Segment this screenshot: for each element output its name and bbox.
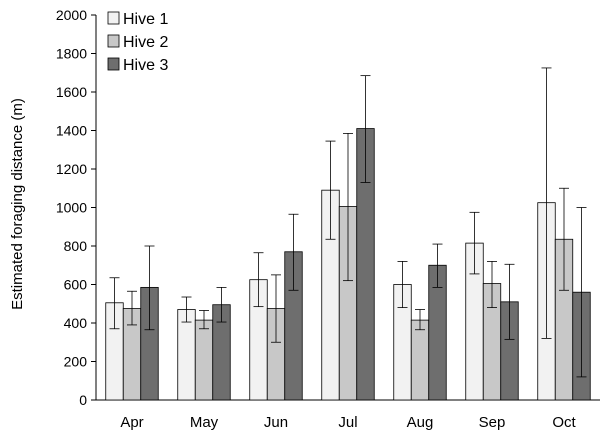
x-category-label: Oct [552, 414, 576, 431]
y-axis-title: Estimated foraging distance (m) [9, 98, 26, 310]
legend-label: Hive 2 [123, 34, 168, 51]
legend-label: Hive 1 [123, 11, 168, 28]
legend-label: Hive 3 [123, 57, 168, 74]
y-tick-label: 400 [64, 315, 88, 331]
legend-swatch [107, 11, 120, 25]
x-axis: Apr May Jun Jul Aug Sep Oct [96, 399, 600, 431]
y-tick-label: 1200 [56, 161, 87, 177]
y-tick-label: 0 [79, 392, 87, 408]
y-tick-label: 1400 [56, 123, 87, 139]
y-tick-label: 1800 [56, 46, 87, 62]
x-category-label: Aug [407, 414, 434, 431]
x-category-label: May [190, 414, 219, 431]
bar-hive-2-may [194, 319, 214, 401]
bar-hive-2-aug [410, 319, 430, 401]
x-category-label: Apr [120, 414, 143, 431]
y-tick-label: 800 [64, 238, 88, 254]
y-tick-label: 2000 [56, 7, 87, 23]
x-category-label: Jul [338, 414, 357, 431]
bars-group [105, 67, 591, 401]
legend-swatch [107, 57, 120, 71]
y-tick-label: 600 [64, 277, 88, 293]
x-category-label: Jun [264, 414, 288, 431]
y-tick-label: 200 [64, 354, 88, 370]
x-category-label: Sep [479, 414, 506, 431]
y-tick-label: 1000 [56, 200, 87, 216]
y-axis: 0 200 400 600 800 1000 1200 1400 1600 1800 2000 [56, 7, 97, 408]
bar-hive-1-may [177, 309, 196, 401]
legend: Hive 1 Hive 2 Hive 3 [107, 11, 168, 74]
y-tick-label: 1600 [56, 84, 87, 100]
legend-swatch [107, 34, 120, 48]
